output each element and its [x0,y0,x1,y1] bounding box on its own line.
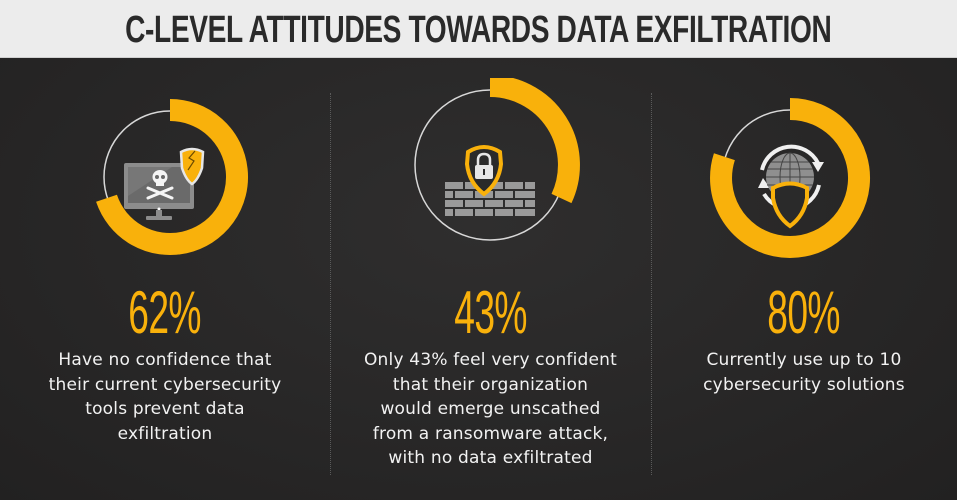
progress-ring-80 [710,98,871,258]
hacked-monitor-icon [124,147,205,220]
description-line: Have no confidence that [58,350,272,370]
stat-description: Have no confidence that their current cy… [0,348,330,446]
firewall-lock-icon [445,145,535,216]
progress-ring-62 [96,99,248,255]
description-line: would emerge unscathed [380,399,601,419]
stat-value: 43% [454,279,527,346]
description-line: tools prevent data [85,399,245,419]
description-line: from a ransomware attack, [372,423,609,444]
stat-value: 62% [128,279,202,346]
description-line: that their organization [392,374,589,395]
page-title: C-LEVEL ATTITUDES TOWARDS DATA EXFILTRAT… [125,8,832,51]
stat-description: Only 43% feel very confident that their … [330,348,651,471]
progress-ring-43 [414,78,580,241]
description-line: Only 43% feel very confident [363,350,618,370]
column-divider [330,93,331,475]
description-line: their current cybersecurity [48,374,282,395]
description-line: cybersecurity solutions [703,374,905,395]
description-line: exfiltration [117,423,213,444]
stat-card-2: 43% Only 43% feel very confident that th… [330,58,651,500]
column-divider [651,93,652,475]
stat-description: Currently use up to 10 cybersecurity sol… [651,348,957,397]
stat-card-1: 62% Have no confidence that their curren… [0,58,330,500]
description-line: Currently use up to 10 [706,350,902,370]
title-bar: C-LEVEL ATTITUDES TOWARDS DATA EXFILTRAT… [0,0,957,58]
stat-card-3: 80% Currently use up to 10 cybersecurity… [651,58,957,500]
globe-shield-icon [758,144,824,229]
stat-value: 80% [767,279,841,346]
description-line: with no data exfiltrated [388,448,593,468]
